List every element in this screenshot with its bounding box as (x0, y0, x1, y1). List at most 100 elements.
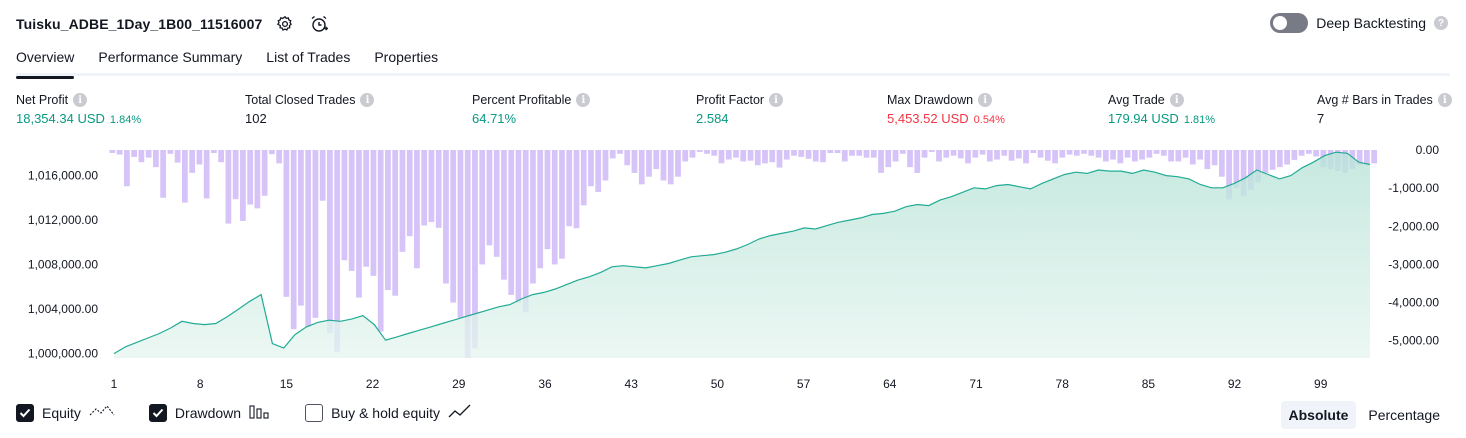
info-icon[interactable]: i (576, 93, 591, 107)
legend-equity[interactable]: Equity (16, 403, 115, 422)
drawdown-bar (305, 150, 312, 327)
x-tick-label: 92 (1228, 377, 1242, 390)
drawdown-bar (1015, 150, 1022, 159)
drawdown-bar (588, 150, 594, 187)
drawdown-bar (1371, 150, 1377, 164)
drawdown-bar (515, 150, 522, 303)
info-icon[interactable]: i (360, 93, 375, 107)
drawdown-bar (472, 150, 478, 349)
x-tick-label: 1 (111, 377, 118, 390)
metric-label: Total Closed Trades (245, 93, 356, 107)
drawdown-bar (566, 150, 573, 227)
metric-percent: 1.84% (109, 114, 142, 126)
drawdown-bar (1305, 150, 1312, 154)
metric-avg-trade: Avg Trade i 179.94 USD 1.81% (1108, 93, 1215, 126)
drawdown-bar (486, 150, 493, 246)
drawdown-bar (972, 150, 979, 158)
drawdown-bar (356, 150, 362, 298)
drawdown-bar (1175, 150, 1182, 162)
buy-hold-checkbox[interactable] (305, 403, 324, 422)
drawdown-bar (892, 150, 899, 162)
drawdown-bar (624, 150, 631, 166)
drawdown-bar (921, 150, 928, 158)
x-tick-label: 64 (883, 377, 897, 390)
x-tick-label: 43 (625, 377, 639, 390)
drawdown-tick-label: -4,000.00 (1388, 296, 1439, 310)
drawdown-bar (856, 150, 863, 156)
drawdown-bar (1037, 150, 1044, 158)
drawdown-bar (1044, 150, 1051, 161)
drawdown-bar (211, 150, 217, 154)
drawdown-bar (718, 150, 725, 164)
equity-area (113, 151, 1371, 358)
drawdown-bar (1124, 150, 1131, 158)
drawdown-bar (1117, 150, 1124, 164)
drawdown-bar (675, 150, 681, 177)
drawdown-bar (704, 150, 710, 154)
bar-chart-icon (249, 403, 271, 422)
x-tick-label: 36 (538, 377, 552, 390)
question-icon[interactable]: ? (1434, 16, 1448, 30)
drawdown-bar (1189, 150, 1196, 165)
drawdown-bar (595, 150, 602, 192)
drawdown-bar (740, 150, 747, 162)
info-icon[interactable]: i (978, 93, 993, 107)
drawdown-bar (602, 150, 609, 181)
drawdown-bar (609, 150, 616, 159)
x-tick-label: 85 (1142, 377, 1156, 390)
drawdown-bar (276, 150, 283, 164)
equity-drawdown-chart[interactable]: 1,000,000.00 1,004,000.00 1,008,000.00 1,01… (0, 140, 1466, 390)
tab-list-of-trades[interactable]: List of Trades (266, 49, 351, 65)
drawdown-bar (559, 150, 565, 259)
equity-tick-label: 1,008,000.00 (28, 258, 98, 272)
drawdown-bar (414, 150, 420, 269)
metric-value: 2.584 (696, 111, 729, 126)
legend-equity-label: Equity (42, 404, 81, 421)
drawdown-bar (145, 150, 152, 158)
legend-buy-hold[interactable]: Buy & hold equity (305, 403, 472, 422)
percentage-button[interactable]: Percentage (1368, 407, 1440, 423)
drawdown-bar (327, 150, 333, 334)
info-icon[interactable]: i (769, 93, 784, 107)
drawdown-bar (1088, 150, 1095, 156)
info-icon[interactable]: i (1169, 93, 1184, 107)
metric-label: Profit Factor (696, 93, 765, 107)
drawdown-checkbox[interactable] (148, 403, 167, 422)
info-icon[interactable]: i (73, 93, 88, 107)
absolute-button[interactable]: Absolute (1280, 401, 1357, 429)
drawdown-tick-label: -2,000.00 (1388, 219, 1439, 233)
tab-overview[interactable]: Overview (16, 46, 75, 79)
drawdown-bar (834, 150, 841, 154)
drawdown-bar (443, 150, 449, 284)
gear-icon[interactable] (274, 13, 296, 35)
drawdown-bar (182, 150, 188, 203)
tab-properties[interactable]: Properties (374, 49, 439, 65)
drawdown-bar (885, 150, 892, 168)
drawdown-bar (1059, 150, 1066, 158)
drawdown-bar (827, 150, 834, 154)
drawdown-bar (1153, 150, 1160, 154)
drawdown-bar (711, 150, 718, 156)
deep-backtesting-toggle[interactable] (1270, 13, 1309, 33)
drawdown-bar (1168, 150, 1174, 162)
tab-performance-summary[interactable]: Performance Summary (98, 49, 243, 65)
drawdown-bar (479, 150, 486, 265)
deep-backtesting: Deep Backtesting ? (1270, 13, 1448, 33)
equity-checkbox[interactable] (16, 403, 34, 422)
equity-tick-label: 1,000,000.00 (28, 347, 98, 361)
legend-drawdown[interactable]: Drawdown (148, 403, 271, 422)
drawdown-bar (1284, 150, 1290, 165)
drawdown-bar (631, 150, 638, 173)
alarm-clock-plus-icon[interactable] (308, 13, 330, 35)
drawdown-bar (667, 150, 674, 185)
metric-value: 7 (1317, 111, 1325, 126)
metric-percent: 0.54% (973, 114, 1005, 126)
drawdown-bar (1102, 150, 1109, 162)
drawdown-bar (878, 150, 884, 173)
drawdown-bar (1146, 150, 1153, 158)
drawdown-bar (501, 150, 507, 280)
drawdown-bar (1110, 150, 1116, 160)
drawdown-bar (653, 150, 660, 170)
info-icon[interactable]: i (1437, 93, 1452, 107)
chart-legend: Equity Drawdown Buy & hold equity (16, 403, 472, 422)
